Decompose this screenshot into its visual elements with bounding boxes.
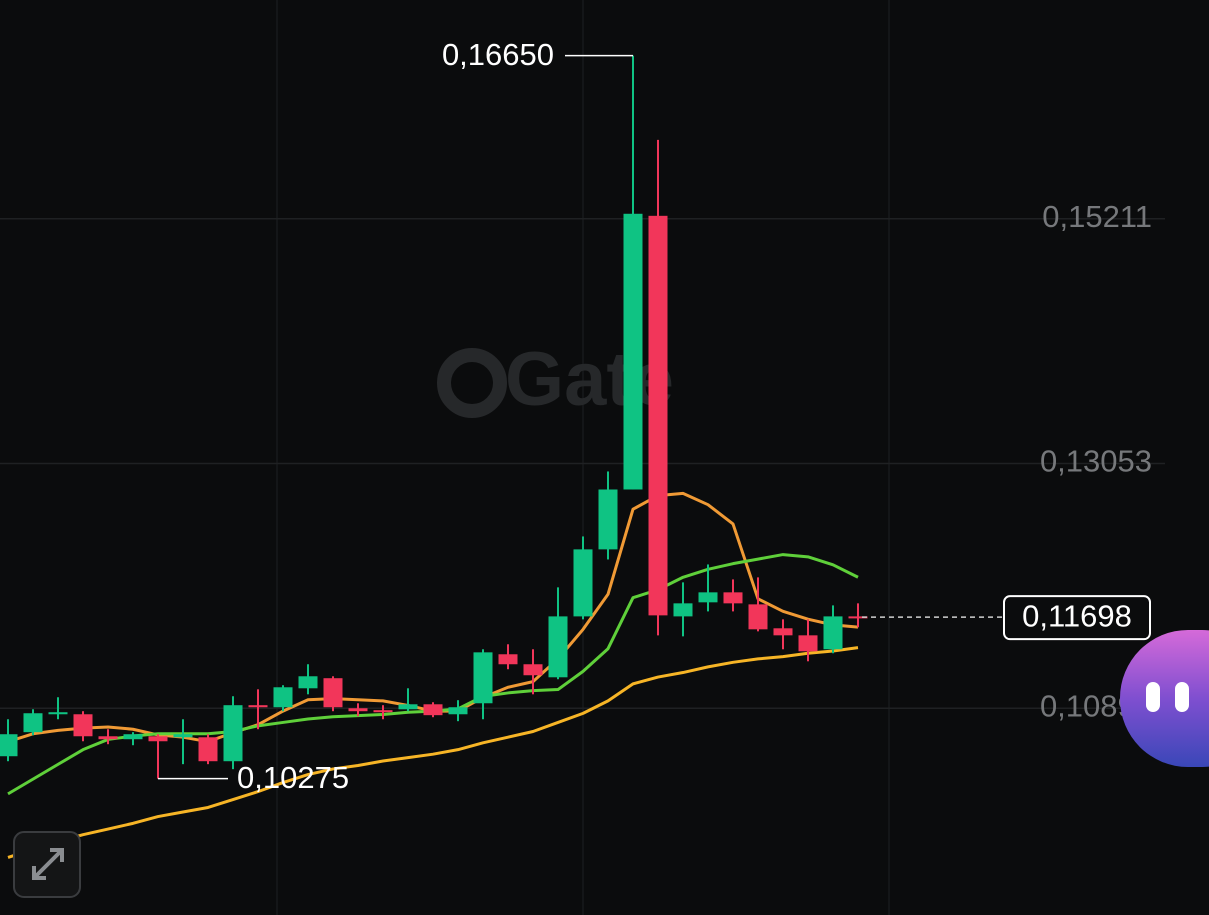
candle-body (448, 707, 468, 715)
y-tick-label: 0,13053 (1040, 444, 1152, 479)
candle-body (523, 664, 543, 676)
candle-body (48, 712, 68, 715)
expand-icon (32, 848, 64, 880)
candle-body (423, 704, 443, 716)
candle-body (348, 708, 368, 712)
candle-body (0, 734, 18, 757)
high-marker-label: 0,16650 (442, 37, 554, 72)
candle-body (823, 616, 843, 650)
candle-body (148, 736, 168, 742)
last-price-label: 0,11698 (1022, 598, 1132, 633)
candle-body (223, 705, 243, 762)
watermark-group: Gate (437, 337, 674, 422)
overlay: 0,16650 0,10275 0,11698 (158, 37, 1151, 795)
candle-body (273, 687, 293, 708)
candle-body (623, 213, 643, 490)
candle-body (723, 592, 743, 604)
candle-body (373, 710, 393, 713)
candle-body (598, 489, 618, 550)
candle-body (398, 704, 418, 710)
candle-body (198, 737, 218, 762)
candle-body (173, 734, 193, 738)
last-price-box (1003, 595, 1151, 641)
candle-body (123, 734, 143, 740)
low-marker-label: 0,10275 (237, 760, 349, 795)
watermark: Gate (505, 337, 674, 422)
assistant-eye (1146, 682, 1160, 712)
expand-button[interactable] (13, 831, 81, 898)
candle-body (473, 652, 493, 704)
candle-body (298, 676, 318, 689)
candle-body (248, 705, 268, 708)
candle-body (498, 654, 518, 665)
candle-body (73, 714, 93, 737)
candle-body (773, 628, 793, 636)
candle-body (798, 635, 818, 652)
candle-body (323, 678, 343, 708)
candle-body (98, 736, 118, 740)
candle-body (573, 549, 593, 617)
ma-line (7, 646, 859, 859)
candle-body (673, 603, 693, 617)
candle-body (23, 713, 43, 733)
candle-body (648, 215, 668, 616)
assistant-eye (1175, 682, 1189, 712)
assistant-bubble[interactable] (1120, 630, 1209, 767)
candles (0, 55, 868, 779)
candle-body (848, 616, 868, 619)
assistant-button[interactable] (1120, 630, 1209, 767)
watermark-logo (437, 348, 507, 418)
candle-body (548, 616, 568, 678)
y-tick-label: 0,15211 (1042, 199, 1152, 234)
candle-body (698, 592, 718, 603)
candle-body (748, 604, 768, 630)
